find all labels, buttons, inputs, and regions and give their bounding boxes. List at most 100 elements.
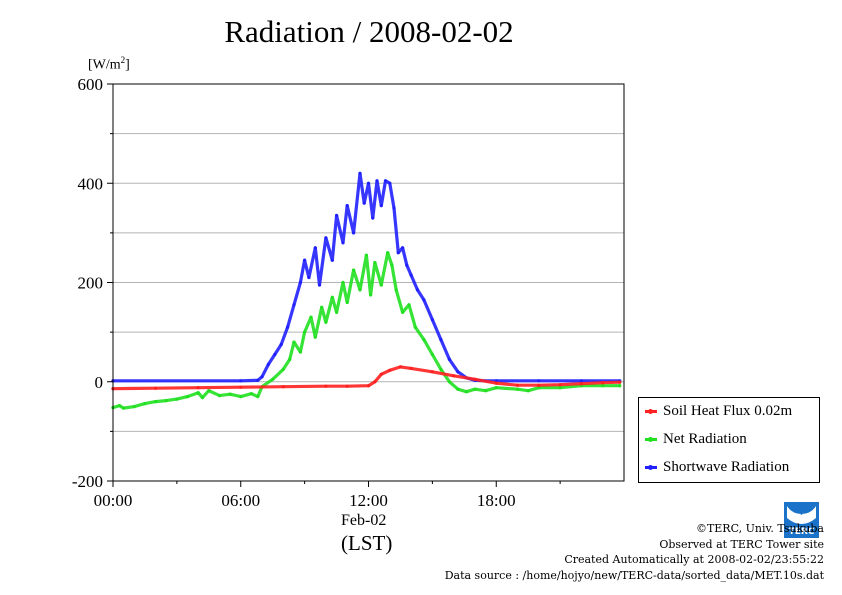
y-tick-label: -200 (72, 472, 103, 491)
observed-text: Observed at TERC Tower site (659, 537, 824, 551)
chart-legend: Soil Heat Flux 0.02m Net Radiation Short… (638, 397, 820, 483)
data-point-shortwave-radiation (352, 231, 356, 235)
data-point-shortwave-radiation (335, 213, 339, 218)
data-point-soil-heat-flux-0-02m (452, 374, 456, 378)
x-tick-label: 18:00 (477, 491, 516, 510)
data-point-shortwave-radiation (292, 303, 296, 307)
data-point-soil-heat-flux-0-02m (409, 366, 413, 370)
data-point-net-radiation (373, 261, 377, 265)
data-point-soil-heat-flux-0-02m (239, 385, 243, 389)
series-line-soil-heat-flux-0-02m (111, 365, 622, 391)
data-point-net-radiation (413, 325, 417, 329)
data-point-soil-heat-flux-0-02m (398, 365, 402, 369)
data-point-shortwave-radiation (396, 251, 400, 255)
data-point-shortwave-radiation (345, 204, 349, 208)
data-point-shortwave-radiation (239, 379, 243, 383)
data-point-net-radiation (484, 389, 488, 393)
data-point-net-radiation (164, 399, 168, 403)
copyright-text: ©TERC, Univ. Tsukuba (695, 522, 824, 535)
legend-swatch-net (645, 436, 657, 442)
data-point-soil-heat-flux-0-02m (601, 381, 605, 385)
data-point-shortwave-radiation (456, 370, 460, 374)
data-source-text: Data source : /home/hojyo/new/TERC-data/… (444, 568, 824, 582)
data-point-net-radiation (364, 253, 368, 257)
data-point-net-radiation (422, 338, 426, 342)
data-point-soil-heat-flux-0-02m (388, 368, 392, 372)
data-point-soil-heat-flux-0-02m (558, 383, 562, 387)
data-point-net-radiation (494, 386, 498, 390)
data-point-net-radiation (196, 391, 200, 395)
data-point-net-radiation (401, 310, 405, 314)
data-point-shortwave-radiation (317, 283, 322, 287)
data-point-shortwave-radiation (260, 375, 264, 379)
x-tick-label: 06:00 (221, 491, 260, 510)
data-point-soil-heat-flux-0-02m (430, 370, 434, 374)
data-point-net-radiation (292, 340, 296, 344)
data-point-shortwave-radiation (401, 246, 405, 250)
data-point-net-radiation (249, 392, 253, 396)
data-point-soil-heat-flux-0-02m (579, 382, 584, 386)
data-point-net-radiation (447, 380, 451, 384)
data-point-shortwave-radiation (256, 378, 260, 382)
data-point-soil-heat-flux-0-02m (618, 380, 622, 384)
data-point-shortwave-radiation (366, 181, 371, 185)
y-tick-label: 200 (78, 274, 104, 293)
data-point-net-radiation (288, 357, 292, 361)
data-point-net-radiation (379, 283, 383, 287)
data-point-soil-heat-flux-0-02m (494, 381, 498, 385)
legend-item-shortwave: Shortwave Radiation (645, 457, 789, 477)
data-point-net-radiation (390, 263, 394, 267)
data-point-shortwave-radiation (537, 379, 541, 383)
x-tick-label: 00:00 (94, 491, 133, 510)
data-point-net-radiation (369, 293, 373, 297)
data-point-net-radiation (217, 394, 222, 398)
data-point-net-radiation (558, 386, 562, 390)
data-point-net-radiation (324, 320, 328, 324)
data-point-net-radiation (239, 395, 243, 399)
data-point-net-radiation (200, 396, 204, 400)
data-point-net-radiation (394, 288, 398, 292)
data-point-net-radiation (330, 295, 334, 299)
data-point-shortwave-radiation (422, 298, 426, 302)
data-point-net-radiation (309, 315, 313, 319)
y-tick-label: 400 (78, 174, 104, 193)
data-point-net-radiation (185, 395, 190, 399)
legend-item-net-radiation: Net Radiation (645, 429, 747, 449)
data-point-net-radiation (345, 300, 349, 304)
data-point-net-radiation (537, 386, 541, 390)
data-point-shortwave-radiation (313, 246, 317, 250)
data-point-shortwave-radiation (307, 275, 311, 280)
data-point-net-radiation (456, 387, 460, 391)
data-point-net-radiation (298, 350, 302, 354)
data-point-shortwave-radiation (379, 204, 383, 208)
data-point-soil-heat-flux-0-02m (154, 386, 158, 390)
data-point-shortwave-radiation (324, 236, 328, 240)
chart-title: Radiation / 2008-02-02 (224, 14, 514, 49)
data-point-net-radiation (407, 303, 411, 307)
data-point-shortwave-radiation (409, 273, 413, 277)
x-axis-date-label: Feb-02 (341, 512, 387, 529)
legend-label-net: Net Radiation (663, 430, 747, 447)
data-point-soil-heat-flux-0-02m (281, 385, 285, 389)
data-point-shortwave-radiation (439, 338, 443, 342)
data-point-net-radiation (439, 367, 443, 371)
data-point-shortwave-radiation (383, 179, 388, 183)
data-point-net-radiation (352, 268, 356, 272)
data-point-net-radiation (386, 251, 390, 255)
data-point-net-radiation (132, 405, 136, 409)
credits-block: ©TERC, Univ. Tsukuba Observed at TERC To… (445, 521, 824, 583)
data-point-shortwave-radiation (415, 288, 420, 292)
data-point-soil-heat-flux-0-02m (324, 384, 328, 388)
data-point-net-radiation (320, 305, 324, 309)
data-point-soil-heat-flux-0-02m (196, 386, 200, 390)
data-point-net-radiation (464, 390, 468, 394)
data-point-net-radiation (256, 395, 260, 399)
data-point-shortwave-radiation (286, 325, 290, 329)
data-point-shortwave-radiation (341, 241, 345, 245)
data-point-net-radiation (175, 397, 179, 401)
data-point-shortwave-radiation (266, 362, 270, 366)
y-tick-label: 0 (95, 373, 104, 392)
data-point-net-radiation (618, 384, 622, 388)
data-point-net-radiation (335, 310, 339, 314)
series-layer (111, 171, 622, 410)
